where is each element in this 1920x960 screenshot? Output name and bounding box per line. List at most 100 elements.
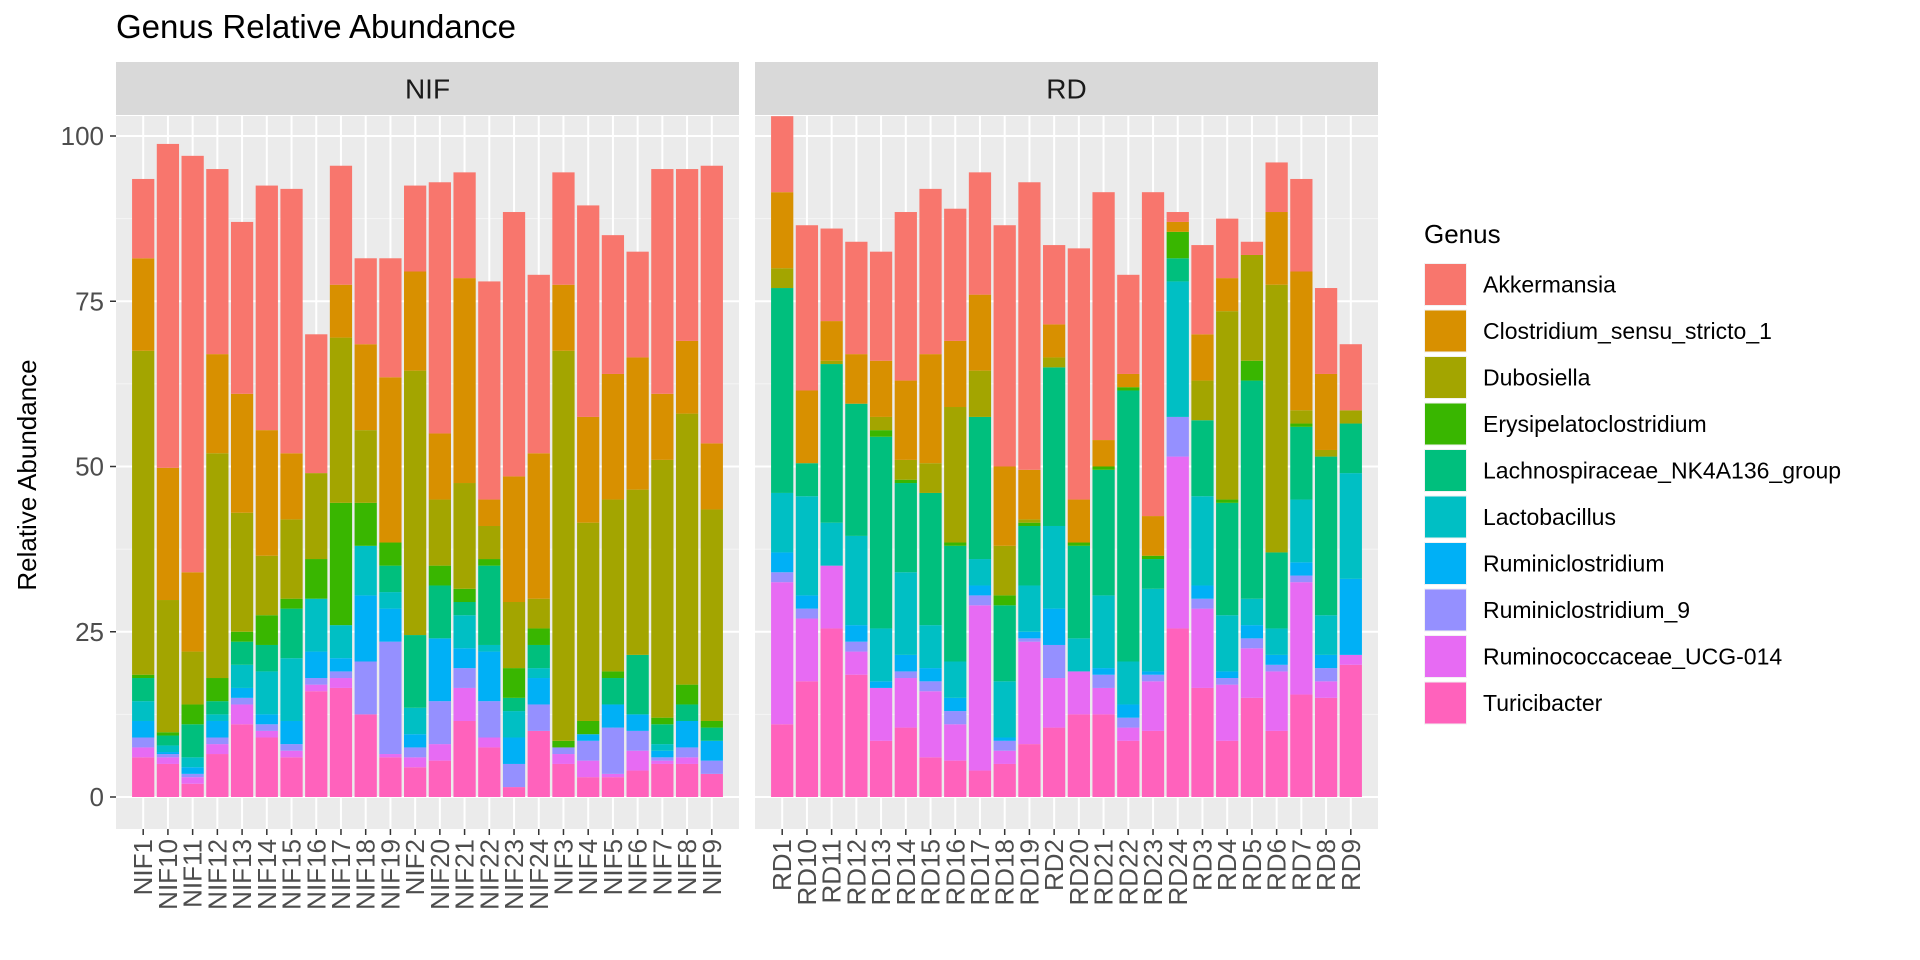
bar-segment-lactobacillus (968, 559, 992, 586)
bar-segment-ruminiclostridium (478, 651, 501, 702)
bar-segment-ruminiclostridium (1141, 671, 1165, 675)
bar-segment-ruminiclostridium (181, 767, 204, 774)
bar-rd9 (1339, 344, 1362, 797)
bar-segment-clostridium-sensu-stricto-1 (354, 344, 377, 431)
bar-segment-turicibacter (206, 754, 229, 797)
bar-segment-ruminiclostridium (502, 737, 526, 764)
bar-segment-dubosiella (944, 407, 967, 543)
bar-nif9 (700, 165, 723, 797)
bar-segment-akkermansia (255, 185, 278, 431)
bar-rd24 (1166, 212, 1189, 797)
facet-strip (116, 62, 739, 115)
bar-segment-ruminiclostridium-9 (700, 760, 723, 774)
bar-segment-dubosiella (577, 522, 600, 721)
bar-segment-lachnospiraceae-nk4a136-group (1117, 390, 1140, 662)
bar-segment-akkermansia (993, 225, 1016, 467)
bar-nif11 (181, 155, 204, 797)
bar-segment-lactobacillus (1265, 628, 1288, 655)
bar-segment-ruminococcaceae-ucg-014 (181, 777, 204, 784)
bar-segment-lactobacillus (1290, 499, 1313, 563)
bar-segment-clostridium-sensu-stricto-1 (453, 278, 476, 484)
bar-segment-ruminococcaceae-ucg-014 (651, 760, 674, 764)
bar-segment-akkermansia (700, 165, 723, 444)
bar-segment-erysipelatoclostridium (577, 720, 600, 735)
bar-segment-akkermansia (1117, 274, 1140, 374)
bar-segment-erysipelatoclostridium (993, 595, 1016, 606)
bar-segment-erysipelatoclostridium (255, 615, 278, 645)
bar-segment-clostridium-sensu-stricto-1 (795, 390, 819, 464)
bar-segment-lachnospiraceae-nk4a136-group (280, 608, 303, 659)
bar-segment-clostridium-sensu-stricto-1 (651, 393, 674, 460)
bar-segment-lactobacillus (255, 671, 278, 715)
bar-segment-ruminiclostridium-9 (255, 724, 278, 731)
bar-segment-erysipelatoclostridium (1166, 231, 1189, 259)
bar-segment-ruminiclostridium-9 (944, 711, 967, 725)
bar-segment-dubosiella (820, 360, 843, 365)
bar-rd14 (894, 212, 917, 797)
bar-segment-lactobacillus (354, 545, 377, 596)
bar-segment-ruminiclostridium-9 (1290, 575, 1313, 583)
bar-segment-ruminococcaceae-ucg-014 (771, 582, 794, 725)
bar-nif20 (428, 182, 451, 797)
bar-nif1 (132, 178, 155, 797)
x-tick-label: NIF20 (425, 839, 455, 910)
facet-strip-label: RD (1046, 74, 1086, 105)
x-tick-label: RD8 (1311, 839, 1341, 891)
legend-item: Lactobacillus (1424, 495, 1616, 539)
bar-segment-erysipelatoclostridium (1216, 499, 1239, 503)
bar-segment-ruminiclostridium-9 (675, 747, 699, 758)
bar-segment-lachnospiraceae-nk4a136-group (820, 364, 843, 523)
bar-segment-akkermansia (527, 274, 550, 454)
x-tick-label: NIF4 (573, 839, 603, 895)
bar-nif10 (156, 143, 180, 797)
bar-segment-erysipelatoclostridium (944, 542, 967, 546)
bar-segment-erysipelatoclostridium (132, 674, 155, 679)
bar-segment-lachnospiraceae-nk4a136-group (771, 288, 794, 493)
bar-segment-turicibacter (404, 767, 427, 797)
bar-segment-clostridium-sensu-stricto-1 (280, 453, 303, 520)
bar-segment-dubosiella (601, 499, 625, 672)
bar-segment-erysipelatoclostridium (428, 565, 451, 586)
bar-segment-erysipelatoclostridium (354, 502, 377, 546)
bar-segment-akkermansia (206, 169, 229, 355)
bar-segment-ruminiclostridium-9 (1141, 674, 1165, 682)
bar-segment-dubosiella (354, 430, 377, 503)
x-tick-label: RD2 (1039, 839, 1069, 891)
bar-segment-erysipelatoclostridium (1018, 522, 1041, 526)
bar-segment-dubosiella (1314, 449, 1338, 457)
bar-segment-ruminiclostridium-9 (478, 701, 501, 738)
bar-nif12 (206, 169, 229, 797)
x-tick-label: RD23 (1138, 839, 1168, 905)
bar-segment-erysipelatoclostridium (700, 720, 723, 728)
bar-segment-turicibacter (428, 760, 451, 797)
bar-segment-turicibacter (132, 757, 155, 797)
bar-segment-lachnospiraceae-nk4a136-group (795, 463, 819, 497)
bar-segment-lactobacillus (1166, 281, 1189, 417)
bar-rd1 (771, 116, 794, 797)
y-axis-title: Relative Abundance (12, 359, 42, 590)
bar-segment-akkermansia (1141, 192, 1165, 517)
bar-segment-clostridium-sensu-stricto-1 (379, 377, 402, 543)
legend-item: Turicibacter (1424, 681, 1603, 725)
legend-swatch (1425, 636, 1466, 677)
bar-segment-ruminiclostridium-9 (1191, 598, 1214, 609)
bar-segment-turicibacter (1117, 740, 1140, 797)
legend: Genus Akkermansia Clostridium_sensu_stric… (1424, 219, 1841, 725)
x-tick-label: RD6 (1262, 839, 1292, 891)
bar-segment-clostridium-sensu-stricto-1 (869, 360, 893, 417)
bar-nif7 (651, 169, 674, 797)
bar-segment-ruminiclostridium-9 (651, 757, 674, 761)
bar-segment-lachnospiraceae-nk4a136-group (675, 704, 699, 721)
bar-segment-ruminiclostridium-9 (181, 773, 204, 778)
facet-strip (755, 62, 1378, 115)
x-tick-label: NIF2 (400, 839, 430, 895)
bar-segment-clostridium-sensu-stricto-1 (156, 467, 180, 601)
bar-segment-clostridium-sensu-stricto-1 (478, 499, 501, 526)
bar-segment-ruminococcaceae-ucg-014 (478, 737, 501, 748)
bar-segment-dubosiella (1240, 254, 1264, 361)
x-tick-label: RD12 (841, 839, 871, 905)
bar-segment-ruminiclostridium-9 (1216, 678, 1239, 685)
legend-label: Ruminococcaceae_UCG-014 (1483, 644, 1782, 670)
bar-segment-dubosiella (1018, 519, 1041, 523)
bar-segment-turicibacter (1141, 730, 1165, 797)
